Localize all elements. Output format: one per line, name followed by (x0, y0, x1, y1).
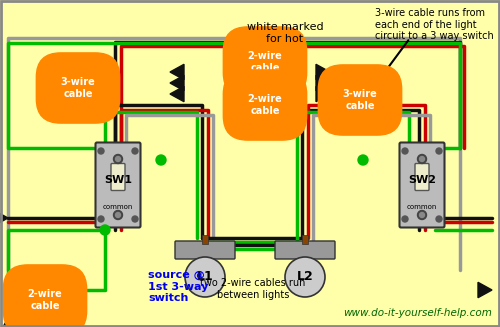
Text: L1: L1 (196, 270, 214, 284)
Polygon shape (170, 75, 184, 91)
FancyBboxPatch shape (302, 235, 308, 244)
Polygon shape (2, 318, 15, 327)
Text: white marked
for hot: white marked for hot (246, 22, 324, 43)
Text: SW1: SW1 (104, 175, 132, 185)
Circle shape (358, 155, 368, 165)
Text: L2: L2 (296, 270, 314, 284)
Text: 3-wire
cable: 3-wire cable (342, 89, 378, 111)
Polygon shape (478, 282, 492, 298)
FancyBboxPatch shape (275, 241, 335, 259)
Circle shape (132, 216, 138, 222)
Polygon shape (316, 64, 330, 80)
Polygon shape (170, 64, 184, 80)
Text: 2-wire
cable: 2-wire cable (28, 289, 62, 311)
Polygon shape (316, 75, 330, 91)
Circle shape (100, 225, 110, 235)
Circle shape (420, 213, 424, 217)
Circle shape (418, 154, 426, 164)
Circle shape (185, 257, 225, 297)
Text: 2-wire
cable: 2-wire cable (248, 51, 282, 73)
Text: common: common (103, 204, 133, 210)
Text: 3-wire
cable: 3-wire cable (60, 77, 96, 99)
FancyBboxPatch shape (415, 164, 429, 191)
Circle shape (114, 211, 122, 219)
FancyBboxPatch shape (202, 235, 208, 244)
Text: source @
1st 3-way
switch: source @ 1st 3-way switch (148, 270, 208, 303)
FancyBboxPatch shape (96, 143, 140, 228)
Circle shape (285, 257, 325, 297)
Circle shape (436, 148, 442, 154)
Circle shape (436, 216, 442, 222)
Circle shape (98, 148, 104, 154)
Polygon shape (170, 86, 184, 102)
Circle shape (132, 148, 138, 154)
FancyBboxPatch shape (400, 143, 444, 228)
Polygon shape (316, 86, 330, 102)
Circle shape (116, 213, 120, 217)
Circle shape (114, 154, 122, 164)
FancyBboxPatch shape (175, 241, 235, 259)
Circle shape (156, 155, 166, 165)
Circle shape (418, 211, 426, 219)
Circle shape (420, 157, 424, 162)
Circle shape (98, 216, 104, 222)
Circle shape (402, 216, 408, 222)
FancyBboxPatch shape (111, 164, 125, 191)
Text: common: common (407, 204, 437, 210)
Text: 3-wire cable runs from
each end of the light
circuit to a 3 way switch: 3-wire cable runs from each end of the l… (375, 8, 494, 41)
Text: www.do-it-yourself-help.com: www.do-it-yourself-help.com (343, 308, 492, 318)
Circle shape (116, 157, 120, 162)
Circle shape (402, 148, 408, 154)
Polygon shape (0, 210, 8, 226)
Text: 2-wire
cable: 2-wire cable (248, 94, 282, 116)
Text: SW2: SW2 (408, 175, 436, 185)
Text: two 2-wire cables run
between lights: two 2-wire cables run between lights (200, 278, 306, 300)
